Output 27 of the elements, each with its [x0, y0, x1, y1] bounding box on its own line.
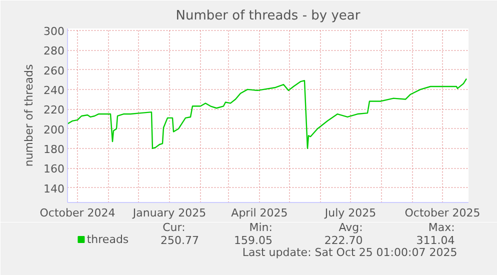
text: 250.77: [160, 234, 200, 247]
text: 159.05: [234, 234, 272, 247]
y-tick-label: 220: [44, 104, 65, 117]
text: 311.04: [416, 234, 455, 247]
y-tick-label: 160: [44, 162, 65, 176]
text: Min:: [249, 221, 272, 234]
x-tick-label: October 2024: [40, 206, 116, 220]
y-tick-label: 200: [44, 123, 65, 136]
x-tick-label: April 2025: [231, 206, 288, 220]
line-series: [68, 78, 468, 150]
y-tick-label: 300: [44, 24, 65, 38]
text: Avg:: [338, 221, 363, 234]
text: Cur:: [162, 221, 186, 234]
y-tick-label: 180: [44, 142, 65, 156]
legend-label: threads: [86, 233, 129, 246]
y-tick-label: 280: [44, 44, 65, 58]
text: Max:: [428, 221, 455, 234]
text: 222.70: [324, 234, 363, 247]
x-tick-label: January 2025: [132, 206, 206, 220]
chart-title: Number of threads - by year: [176, 8, 361, 24]
y-axis-title: number of threads: [22, 64, 36, 167]
y-tick-label: 260: [44, 64, 65, 78]
x-tick-label: October 2025: [404, 206, 480, 220]
y-tick-label: 140: [44, 182, 65, 196]
x-tick-label: July 2025: [324, 206, 376, 220]
y-tick-label: 240: [44, 84, 65, 97]
text: Last update: Sat Oct 25 01:00:07 2025: [242, 246, 458, 259]
